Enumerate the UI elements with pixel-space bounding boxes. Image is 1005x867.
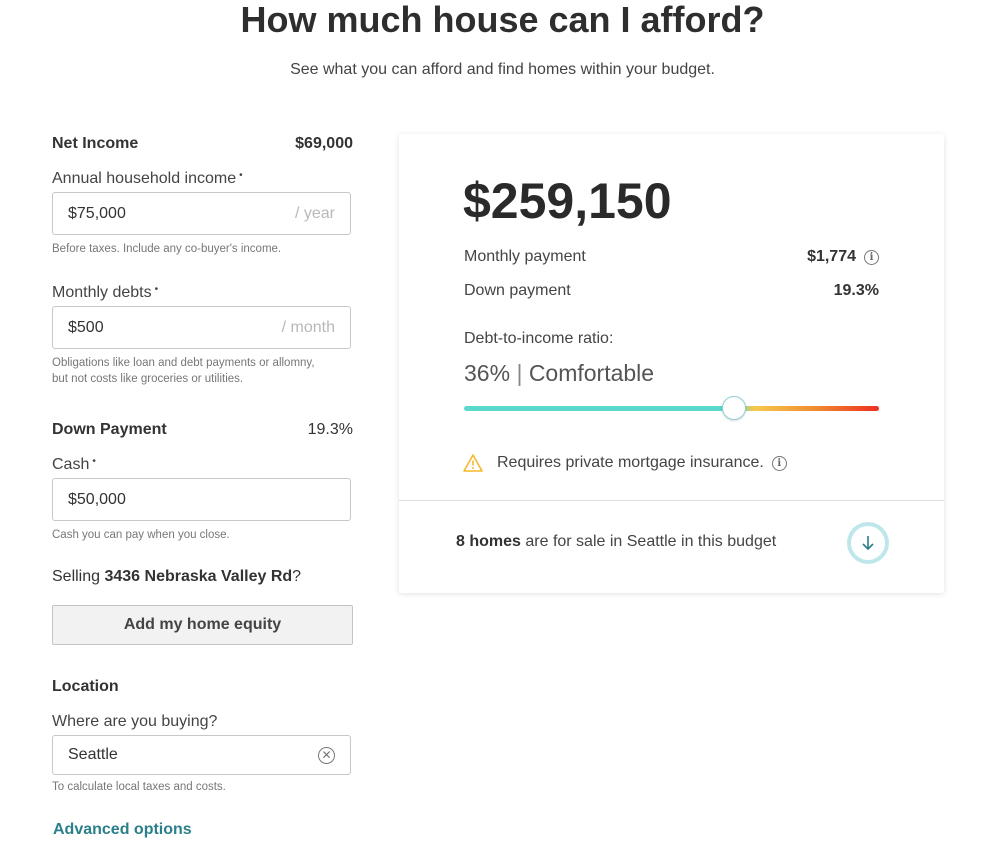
selling-prompt: Selling 3436 Nebraska Valley Rd? [52,568,301,586]
monthly-debts-label-text: Monthly debts [52,284,152,301]
cash-label-text: Cash [52,456,90,473]
result-card: $259,150 Monthly payment $1,774 i Down p… [399,134,944,593]
dti-percent: 36% [464,360,511,386]
annual-income-label: Annual household income • [52,170,243,188]
down-payment-result-label: Down payment [464,282,571,299]
annual-income-suffix: / year [294,204,335,222]
cash-help: Cash you can pay when you close. [52,529,230,541]
annual-income-value: $75,000 [68,204,126,222]
down-payment-label: Down Payment [52,421,167,438]
monthly-debts-help: Obligations like loan and debt payments … [52,355,352,387]
down-payment-row: Down Payment 19.3% [52,421,353,439]
clear-icon[interactable]: ✕ [318,746,335,764]
location-help: To calculate local taxes and costs. [52,781,226,793]
affordable-amount: $259,150 [463,173,672,229]
selling-prefix: Selling [52,568,105,585]
card-divider [399,500,944,501]
selling-address: 3436 Nebraska Valley Rd [104,568,293,585]
homes-count: 8 homes [456,533,521,550]
cash-input[interactable]: $50,000 [52,478,351,521]
dti-slider-track[interactable] [464,406,879,411]
pmi-notice: Requires private mortgage insurance. i [463,454,787,472]
monthly-payment-value: $1,774 [807,248,856,265]
page-subtitle: See what you can afford and find homes w… [290,61,715,78]
annual-income-help: Before taxes. Include any co-buyer's inc… [52,243,282,255]
dti-value: 36% | Comfortable [464,360,654,387]
monthly-payment-value-wrap: $1,774 i [807,248,879,266]
scroll-to-homes-button-inner [851,526,885,560]
page-title: How much house can I afford? [240,0,765,40]
homes-summary: 8 homes are for sale in Seattle in this … [456,533,776,551]
required-marker: • [92,456,96,467]
monthly-debts-suffix: / month [281,318,335,336]
net-income-label: Net Income [52,135,139,152]
dti-separator: | [516,360,523,386]
monthly-debts-label: Monthly debts • [52,284,158,302]
monthly-debts-help-line1: Obligations like loan and debt payments … [52,357,315,369]
info-icon[interactable]: i [771,455,787,471]
location-heading: Location [52,678,119,695]
monthly-debts-help-line2: but not costs like groceries or utilitie… [52,373,244,385]
annual-income-input[interactable]: $75,000 / year [52,192,351,235]
selling-suffix: ? [292,568,302,585]
scroll-to-homes-button[interactable] [847,522,889,564]
net-income-row: Net Income $69,000 [52,135,353,153]
annual-income-label-text: Annual household income [52,170,237,187]
cash-label: Cash • [52,456,96,474]
monthly-debts-input[interactable]: $500 / month [52,306,351,349]
location-section: Location [52,678,353,696]
info-icon[interactable]: i [864,249,879,265]
dti-label: Debt-to-income ratio: [464,330,614,347]
arrow-down-icon [862,536,874,551]
down-payment-value: 19.3% [307,421,353,438]
monthly-payment-row: Monthly payment $1,774 i [464,248,879,266]
down-payment-result-row: Down payment 19.3% [464,282,879,300]
warning-icon [463,454,483,472]
advanced-options-link[interactable]: Advanced options [53,821,192,838]
dti-status: Comfortable [528,360,655,386]
down-payment-result-value: 19.3% [833,282,879,299]
homes-text: are for sale in Seattle in this budget [520,533,777,550]
pmi-text: Requires private mortgage insurance. [497,454,764,471]
dti-slider-thumb[interactable] [722,396,746,420]
add-home-equity-button[interactable]: Add my home equity [52,605,353,645]
location-value: Seattle [68,746,118,763]
location-label: Where are you buying? [52,713,218,730]
required-marker: • [239,170,243,181]
required-marker: • [154,284,159,295]
location-input[interactable]: Seattle ✕ [52,735,351,775]
net-income-value: $69,000 [295,135,353,152]
monthly-debts-value: $500 [68,318,104,336]
cash-value: $50,000 [68,490,126,508]
monthly-payment-label: Monthly payment [464,248,586,265]
